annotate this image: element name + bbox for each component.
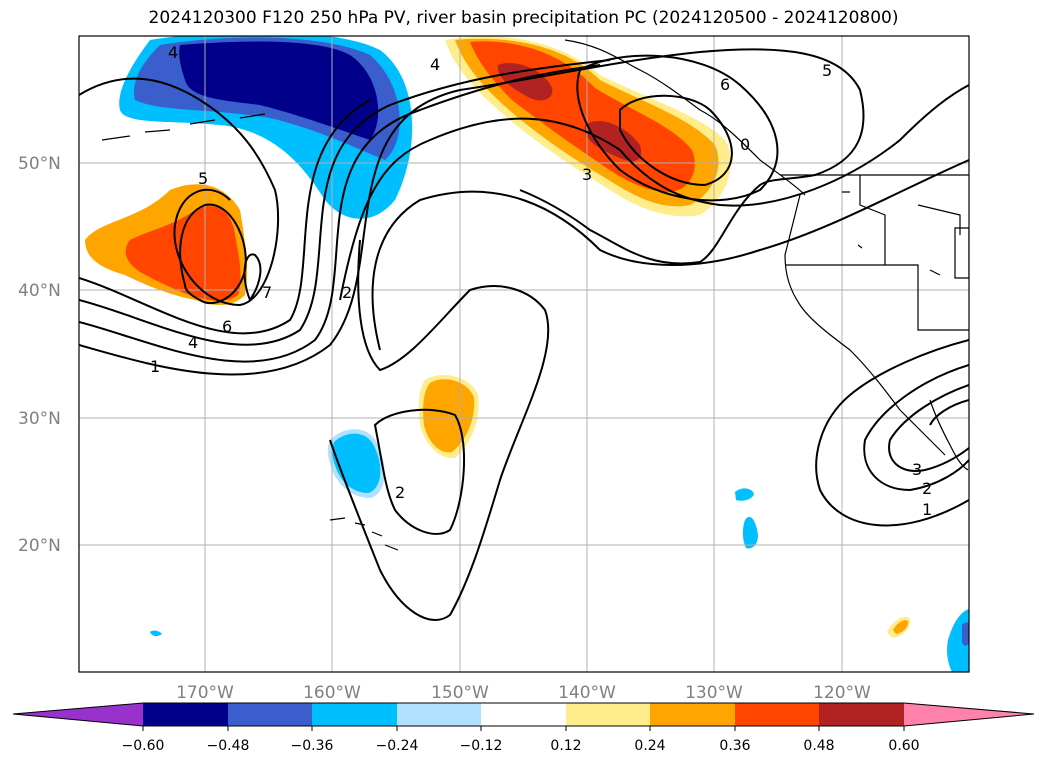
lon-label: 130°W	[685, 683, 743, 703]
contour-label: 1	[150, 357, 160, 376]
colorbar-segment	[481, 703, 566, 726]
colorbar: −0.60 −0.48 −0.36 −0.24 −0.12 0.12 0.24 …	[12, 702, 1035, 754]
colorbar-tick-label: −0.60	[122, 738, 165, 754]
colorbar-tick-label: −0.24	[376, 738, 419, 754]
lat-label: 30°N	[18, 409, 61, 429]
latitude-labels: 50°N 40°N 30°N 20°N	[18, 154, 61, 556]
map-background	[79, 36, 969, 672]
contour-label: 3	[582, 165, 592, 184]
map-title: 2024120300 F120 250 hPa PV, river basin …	[148, 8, 899, 28]
lat-label: 20°N	[18, 536, 61, 556]
contour-label: 7	[262, 283, 272, 302]
contour-label: 6	[720, 75, 730, 94]
colorbar-tick-label: 0.24	[634, 738, 665, 754]
contour-label: 2	[922, 479, 932, 498]
lat-label: 50°N	[18, 154, 61, 174]
lat-label: 40°N	[18, 281, 61, 301]
pv-contours	[79, 48, 969, 621]
contour-label: 4	[430, 55, 440, 74]
lon-label: 140°W	[558, 683, 616, 703]
colorbar-tick-label: −0.36	[291, 738, 334, 754]
colorbar-segment	[312, 703, 397, 726]
contour-label: 4	[168, 43, 178, 62]
colorbar-segment	[397, 703, 481, 726]
contour-label: 2	[395, 483, 405, 502]
neg-blob-small-c	[150, 630, 162, 637]
lon-label: 120°W	[813, 683, 871, 703]
colorbar-tick-label: 0.12	[550, 738, 581, 754]
contour-label: 0	[740, 135, 750, 154]
contour-label: 6	[222, 317, 232, 336]
contour-label-group: 4 5 7 6 4 1 2 4 3 6 5 0 2 3 2 1	[150, 43, 932, 519]
lon-label: 170°W	[176, 683, 234, 703]
colorbar-segment	[650, 703, 735, 726]
contour-label: 1	[922, 500, 932, 519]
colorbar-extend-low	[13, 703, 143, 726]
contour-label: 2	[342, 283, 352, 302]
longitude-labels: 170°W 160°W 150°W 140°W 130°W 120°W	[176, 683, 871, 703]
colorbar-extend-high	[904, 703, 1034, 726]
contour-label: 3	[912, 460, 922, 479]
colorbar-segment	[566, 703, 650, 726]
colorbar-segment	[143, 703, 228, 726]
colorbar-tick-label: 0.36	[719, 738, 750, 754]
colorbar-tick-label: 0.60	[888, 738, 919, 754]
lon-label: 160°W	[303, 683, 361, 703]
contour-label: 5	[822, 61, 832, 80]
colorbar-tick-label: −0.48	[207, 738, 250, 754]
lon-label: 150°W	[431, 683, 489, 703]
neg-blob-small-b	[742, 516, 758, 549]
colorbar-segment	[228, 703, 312, 726]
graticule	[79, 36, 969, 672]
colorbar-segment	[819, 703, 904, 726]
map-frame	[78, 35, 970, 673]
colorbar-tick-label: 0.48	[803, 738, 834, 754]
colorbar-tick-label: −0.12	[460, 738, 503, 754]
contour-label: 5	[198, 169, 208, 188]
contour-label: 4	[188, 333, 198, 352]
neg-blob-small-a	[735, 488, 754, 501]
colorbar-segment	[735, 703, 819, 726]
